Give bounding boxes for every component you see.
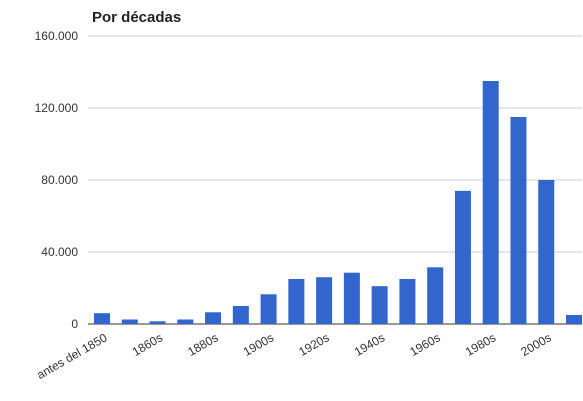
bar <box>205 312 222 324</box>
bar <box>427 267 444 324</box>
bar <box>454 190 471 324</box>
bar <box>232 306 249 324</box>
x-tick-label: 1940s <box>352 330 387 358</box>
y-tick-label: 80.000 <box>41 173 78 187</box>
y-tick-label: 120.000 <box>35 101 79 115</box>
x-tick-label: 1960s <box>407 330 442 358</box>
bar <box>260 294 277 324</box>
x-tick-label: 1880s <box>185 330 220 358</box>
bar <box>121 319 138 324</box>
bar <box>149 321 166 324</box>
x-tick-label: 1860s <box>130 330 165 358</box>
y-tick-label: 160.000 <box>35 29 79 43</box>
chart-title: Por décadas <box>92 9 181 26</box>
bar <box>538 180 555 324</box>
bar <box>371 286 388 324</box>
bar <box>510 117 527 324</box>
x-tick-label: antes del 1850 <box>34 330 109 382</box>
bar <box>288 279 305 324</box>
x-tick-label: 1920s <box>296 330 331 358</box>
bar <box>177 319 194 324</box>
bar <box>94 313 110 324</box>
x-tick-label: 2000s <box>518 330 553 358</box>
y-axis-ticks: 0 40.000 80.000 120.000 160.000 <box>35 29 79 331</box>
y-tick-label: 40.000 <box>41 245 78 259</box>
bars <box>94 81 582 324</box>
bar <box>482 81 499 324</box>
bar <box>566 315 582 324</box>
grid-lines <box>88 35 582 325</box>
y-tick-label: 0 <box>71 317 78 331</box>
bar <box>316 277 333 324</box>
x-tick-label: 1980s <box>463 330 498 358</box>
x-axis-ticks: antes del 1850 1860s 1880s 1900s 1920s 1940s 1… <box>34 330 553 382</box>
bar <box>399 279 416 324</box>
x-tick-label: 1900s <box>241 330 276 358</box>
bar <box>343 272 360 324</box>
